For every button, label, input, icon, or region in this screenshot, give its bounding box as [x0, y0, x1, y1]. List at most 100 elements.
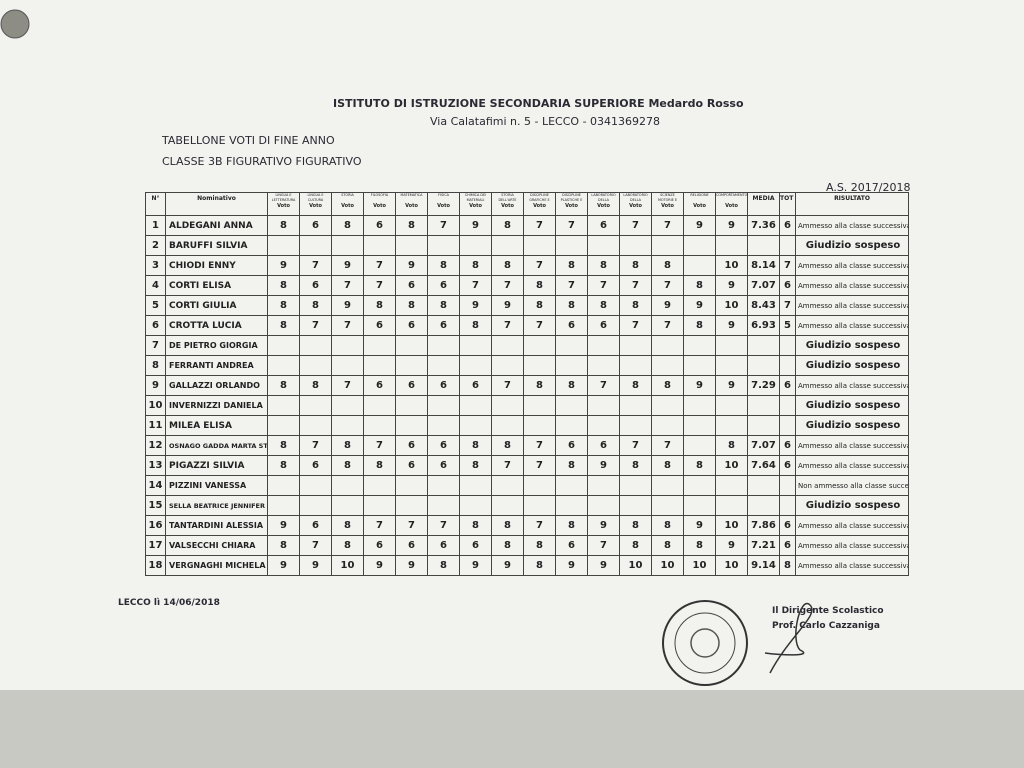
- grade: 6: [395, 435, 428, 456]
- result: Ammesso alla classe successiva: [795, 215, 909, 236]
- grade: [267, 335, 300, 356]
- row-number: 8: [145, 355, 166, 376]
- grade: [491, 395, 524, 416]
- grade: 9: [587, 555, 620, 576]
- grade-label: Voto: [693, 203, 706, 209]
- media: 7.21: [747, 535, 780, 556]
- school-year: A.S. 2017/2018: [826, 181, 911, 194]
- grade: 8: [491, 535, 524, 556]
- grade: [651, 395, 684, 416]
- grade-label: Voto: [533, 203, 546, 209]
- grade: [363, 355, 396, 376]
- grade: 6: [459, 375, 492, 396]
- student-name: SELLA BEATRICE JENNIFER AL: [165, 495, 268, 516]
- media: 8.43: [747, 295, 780, 316]
- grade: 8: [459, 435, 492, 456]
- row-number: 9: [145, 375, 166, 396]
- grade: 10: [715, 255, 748, 276]
- grade: 7: [299, 535, 332, 556]
- result: Ammesso alla classe successiva: [795, 295, 909, 316]
- grade: [683, 415, 716, 436]
- subject-name: DISCIPLINE PLASTICHE E SCULTOREE: [560, 193, 583, 203]
- grade: 7: [619, 215, 652, 236]
- grade: [299, 395, 332, 416]
- grade: 6: [363, 535, 396, 556]
- grade: 9: [459, 215, 492, 236]
- media: 7.64: [747, 455, 780, 476]
- credits: 6: [779, 455, 796, 476]
- grade: 7: [651, 215, 684, 236]
- grade: [683, 335, 716, 356]
- grade: [619, 235, 652, 256]
- grade: [299, 495, 332, 516]
- grade: [587, 475, 620, 496]
- grade: [331, 335, 364, 356]
- grade: 9: [715, 215, 748, 236]
- media: 9.14: [747, 555, 780, 576]
- subject-name: LINGUA E CULTURA STRANIERA: [307, 193, 324, 203]
- grade: 7: [427, 515, 460, 536]
- subject-header: COMPORTAMENTO Voto: [715, 192, 748, 216]
- grade: 7: [651, 275, 684, 296]
- subject-header: LABORATORIO DELLA FIGURAZIONEVoto: [619, 192, 652, 216]
- grade: 7: [651, 435, 684, 456]
- result: Ammesso alla classe successiva: [795, 515, 909, 536]
- grade: [523, 235, 556, 256]
- grade: 8: [331, 215, 364, 236]
- grade: 9: [587, 455, 620, 476]
- student-row: 18 VERGNAGHI MICHELA 9 9 10 9 9 8 9 9 8 9 9 10 10 10 10 9…: [145, 555, 909, 576]
- subject-header: LABORATORIO DELLA FIGURAZIONEVoto: [587, 192, 620, 216]
- grade: 8: [683, 275, 716, 296]
- student-row: 7 DE PIETRO GIORGIA Giudizio sospeso: [145, 335, 909, 356]
- credits: [779, 235, 796, 256]
- grade: 6: [587, 435, 620, 456]
- result: Non ammesso alla classe successiva: [795, 475, 909, 496]
- grade: 8: [619, 375, 652, 396]
- grade: 8: [459, 255, 492, 276]
- grade: [523, 415, 556, 436]
- grade: [427, 355, 460, 376]
- grade: 6: [363, 315, 396, 336]
- grade: 10: [651, 555, 684, 576]
- credits: 6: [779, 535, 796, 556]
- institute: ISTITUTO DI ISTRUZIONE SECONDARIA SUPERI…: [333, 97, 744, 110]
- grade: 7: [331, 275, 364, 296]
- student-name: CROTTA LUCIA: [165, 315, 268, 336]
- grade-label: Voto: [437, 203, 450, 209]
- grade: 7: [363, 255, 396, 276]
- grade: [651, 355, 684, 376]
- grade: 8: [395, 215, 428, 236]
- grade: 7: [427, 215, 460, 236]
- subject-header: MATEMATICA Voto: [395, 192, 428, 216]
- row-number: 1: [145, 215, 166, 236]
- grade: [427, 415, 460, 436]
- media: [747, 355, 780, 376]
- grade: [715, 475, 748, 496]
- grade: 6: [395, 375, 428, 396]
- grade: 6: [299, 275, 332, 296]
- grade: 7: [619, 275, 652, 296]
- grade: 10: [715, 455, 748, 476]
- grade: [491, 475, 524, 496]
- col-name: Nominativo: [165, 192, 268, 216]
- signer-name: Prof. Carlo Cazzaniga: [772, 621, 880, 631]
- grade: [363, 335, 396, 356]
- grade: [459, 415, 492, 436]
- grade: 9: [683, 215, 716, 236]
- row-number: 7: [145, 335, 166, 356]
- row-number: 11: [145, 415, 166, 436]
- subject-header: LINGUA E LETTERATURA ITALIANAVoto: [267, 192, 300, 216]
- credits: 7: [779, 295, 796, 316]
- result: Ammesso alla classe successiva: [795, 255, 909, 276]
- grade: 6: [299, 215, 332, 236]
- grade: [683, 235, 716, 256]
- result: Giudizio sospeso: [795, 395, 909, 416]
- grade: 8: [651, 515, 684, 536]
- grade: [427, 335, 460, 356]
- grade: 8: [555, 255, 588, 276]
- grade: 7: [587, 375, 620, 396]
- grade: 6: [587, 315, 620, 336]
- student-row: 17 VALSECCHI CHIARA 8 7 8 6 6 6 6 8 8 6 7 8 8 8 9 7.21 6 Am…: [145, 535, 909, 556]
- grade: 6: [555, 315, 588, 336]
- header-row: N° Nominativo LINGUA E LETTERATURA ITALIAN…: [145, 192, 909, 216]
